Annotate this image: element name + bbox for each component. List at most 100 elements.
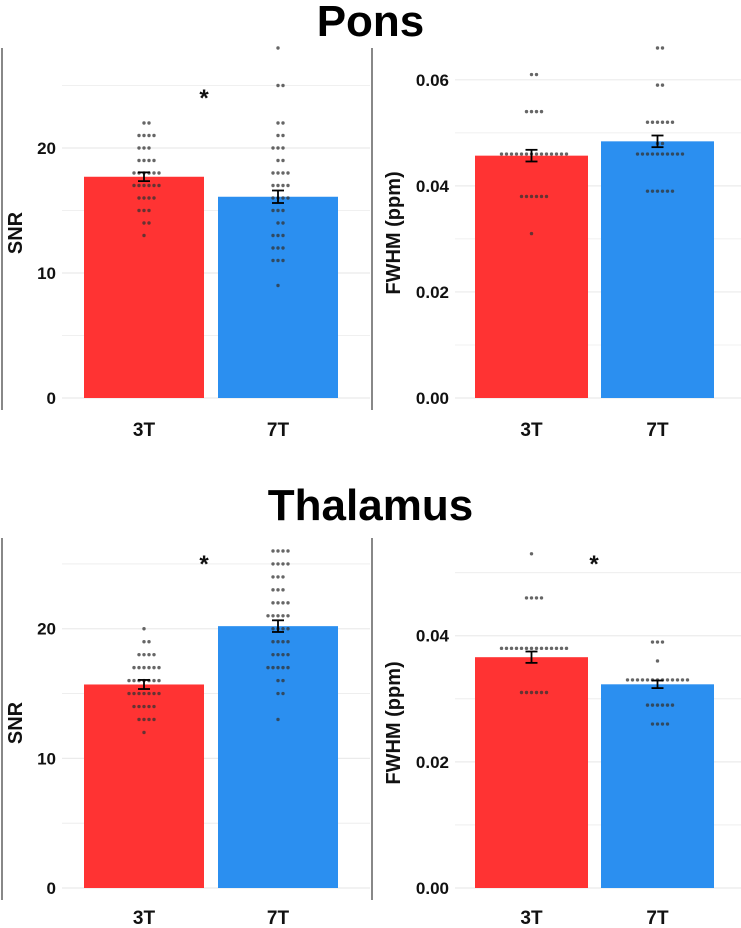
data-point	[534, 690, 539, 695]
x-tick-label: 3T	[133, 908, 156, 928]
data-point	[142, 717, 146, 722]
data-point	[147, 146, 151, 150]
data-point	[276, 601, 280, 605]
data-point	[534, 109, 539, 114]
data-point	[286, 183, 290, 188]
data-point	[286, 614, 290, 618]
x-tick-label: 3T	[520, 420, 543, 441]
data-point	[650, 120, 655, 124]
data-point	[529, 109, 534, 114]
data-point	[286, 627, 290, 631]
data-point	[645, 678, 650, 682]
data-point	[147, 704, 151, 709]
data-point	[645, 703, 650, 707]
data-point	[286, 171, 290, 175]
data-point	[514, 646, 519, 651]
y-axis-title: FWHM (ppm)	[383, 661, 405, 784]
data-point	[655, 659, 660, 663]
data-point	[276, 246, 280, 250]
data-point	[276, 121, 280, 125]
data-point	[276, 614, 280, 618]
data-point	[519, 690, 524, 695]
data-point	[281, 146, 285, 150]
data-point	[499, 152, 504, 156]
data-point	[655, 703, 660, 707]
data-point	[137, 196, 141, 200]
data-point	[534, 646, 539, 651]
data-point	[142, 133, 146, 138]
data-point	[132, 665, 136, 670]
y-tick-label: 0	[47, 389, 56, 408]
data-point	[655, 120, 660, 124]
data-point	[680, 678, 685, 682]
data-point	[132, 678, 136, 683]
data-point	[660, 141, 665, 146]
y-tick-label: 0.04	[416, 627, 450, 646]
data-point	[539, 152, 544, 156]
data-point	[670, 189, 675, 193]
data-point	[281, 640, 285, 644]
data-point	[147, 133, 151, 138]
data-point	[559, 152, 564, 156]
bar-3T	[475, 657, 588, 888]
data-point	[660, 120, 665, 124]
data-point	[137, 158, 141, 163]
data-point	[524, 690, 529, 695]
data-point	[660, 189, 665, 193]
data-point	[549, 152, 554, 156]
data-point	[137, 133, 141, 138]
data-point	[137, 704, 141, 709]
data-point	[276, 640, 280, 644]
chart-thalamus-snr: 0 10 20 SNR 3T 7T *	[1, 538, 370, 928]
data-point	[650, 703, 655, 707]
x-tick-label: 3T	[520, 908, 543, 928]
data-point	[529, 231, 534, 236]
data-point	[665, 678, 670, 682]
data-point	[660, 722, 665, 726]
data-point	[137, 183, 141, 188]
data-point	[142, 665, 146, 670]
data-point	[670, 120, 675, 124]
data-point	[645, 120, 650, 124]
data-point	[147, 208, 151, 213]
y-tick-label: 0.04	[416, 177, 450, 196]
data-point	[147, 691, 151, 696]
data-point	[147, 221, 151, 225]
data-point	[281, 562, 285, 566]
data-point	[286, 665, 290, 670]
data-point	[665, 120, 670, 124]
y-tick-label: 0.02	[416, 283, 449, 302]
x-tick-label: 7T	[646, 420, 669, 441]
data-point	[271, 146, 275, 150]
y-tick-label: 0.00	[416, 389, 449, 408]
data-point	[281, 171, 285, 175]
data-point	[650, 722, 655, 726]
data-point	[529, 596, 534, 600]
y-tick-label: 10	[37, 264, 56, 283]
data-point	[152, 717, 156, 722]
data-point	[281, 549, 285, 553]
chart-pons-fwhm: 0.00 0.02 0.04 0.06 FWHM (ppm) 3T 7T	[371, 46, 741, 441]
data-point	[281, 83, 285, 88]
data-point	[281, 665, 285, 670]
data-point	[276, 575, 280, 579]
data-point	[152, 652, 156, 657]
data-point	[276, 171, 280, 175]
data-point	[559, 646, 564, 651]
data-point	[655, 640, 660, 644]
data-point	[152, 678, 156, 683]
data-point	[271, 196, 275, 200]
data-point	[281, 691, 285, 696]
y-tick-label: 20	[37, 139, 56, 158]
data-point	[655, 722, 660, 726]
data-point	[519, 194, 524, 199]
data-point	[271, 588, 275, 592]
data-point	[529, 552, 534, 556]
data-point	[142, 158, 146, 163]
data-point	[539, 596, 544, 600]
data-point	[266, 614, 270, 618]
data-point	[276, 221, 280, 225]
data-point	[276, 183, 280, 188]
data-point	[276, 283, 280, 288]
data-point	[152, 183, 156, 188]
